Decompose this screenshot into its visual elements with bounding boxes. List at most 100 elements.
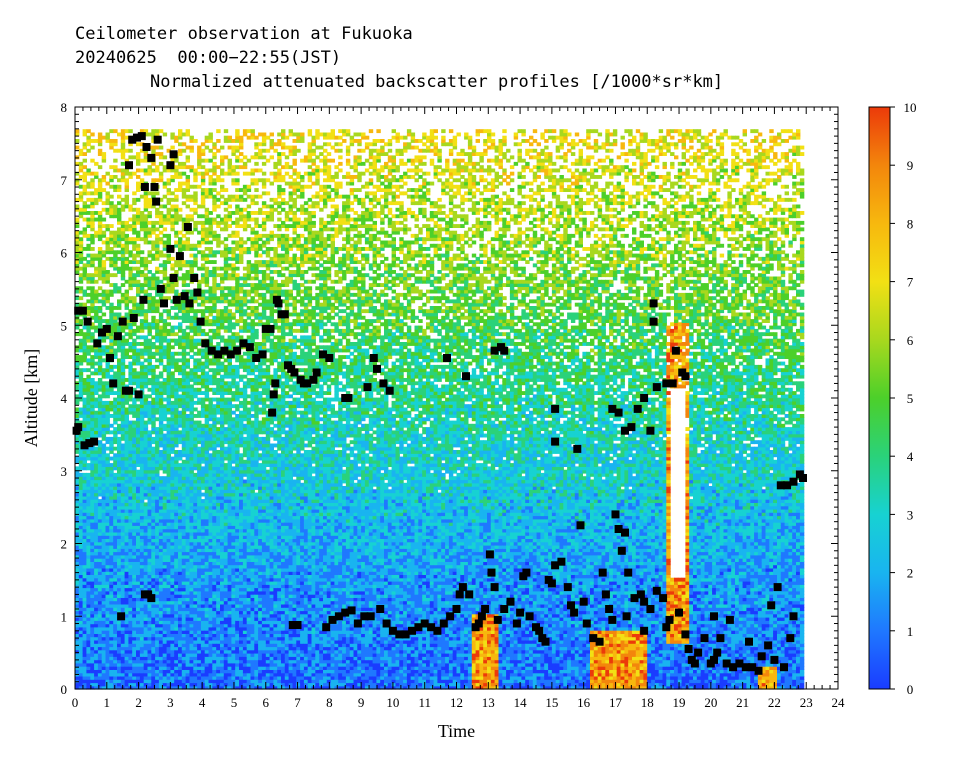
heatmap-cell	[136, 208, 140, 212]
heatmap-cell	[209, 375, 213, 379]
heatmap-cell	[106, 224, 110, 228]
heatmap-cell	[86, 169, 90, 173]
heatmap-cell	[193, 185, 197, 189]
heatmap-cell	[201, 142, 205, 146]
heatmap-cell	[193, 352, 197, 356]
heatmap-cell	[205, 208, 209, 212]
heatmap-cell	[193, 254, 197, 258]
heatmap-cell	[125, 378, 129, 382]
heatmap-cell	[197, 172, 201, 176]
heatmap-cell	[209, 368, 213, 372]
heatmap-cell	[163, 345, 167, 349]
heatmap-cell	[193, 191, 197, 195]
heatmap-cell	[136, 231, 140, 235]
heatmap-cell	[140, 349, 144, 353]
heatmap-cell	[83, 378, 87, 382]
heatmap-cell	[159, 326, 163, 330]
heatmap-cell	[140, 195, 144, 199]
heatmap-cell	[148, 241, 152, 245]
heatmap-cell	[79, 368, 83, 372]
heatmap-cell	[83, 326, 87, 330]
heatmap-cell	[128, 309, 132, 313]
heatmap-cell	[174, 136, 178, 140]
heatmap-cell	[159, 371, 163, 375]
heatmap-cell	[113, 427, 117, 431]
heatmap-cell	[98, 378, 102, 382]
heatmap-cell	[193, 169, 197, 173]
heatmap-cell	[121, 169, 125, 173]
heatmap-cell	[132, 198, 136, 202]
heatmap-cell	[109, 231, 113, 235]
heatmap-cell	[106, 453, 110, 457]
heatmap-cell	[136, 371, 140, 375]
heatmap-cell	[182, 241, 186, 245]
heatmap-cell	[193, 139, 197, 143]
heatmap-cell	[205, 188, 209, 192]
heatmap-cell	[190, 335, 194, 339]
heatmap-cell	[201, 398, 205, 402]
heatmap-cell	[113, 365, 117, 369]
heatmap-cell	[151, 335, 155, 339]
heatmap-cell	[106, 319, 110, 323]
heatmap-cell	[174, 165, 178, 169]
heatmap-cell	[132, 273, 136, 277]
heatmap-cell	[117, 185, 121, 189]
heatmap-cell	[151, 221, 155, 225]
heatmap-cell	[144, 290, 148, 294]
heatmap-cell	[197, 411, 201, 415]
heatmap-cell	[182, 142, 186, 146]
heatmap-cell	[186, 270, 190, 274]
heatmap-cell	[86, 368, 90, 372]
heatmap-cell	[128, 250, 132, 254]
heatmap-cell	[151, 241, 155, 245]
heatmap-cell	[94, 218, 98, 222]
heatmap-cell	[98, 286, 102, 290]
heatmap-cell	[102, 401, 106, 405]
heatmap-cell	[75, 218, 79, 222]
heatmap-cell	[136, 349, 140, 353]
heatmap-cell	[190, 165, 194, 169]
heatmap-cell	[155, 345, 159, 349]
heatmap-cell	[136, 152, 140, 156]
heatmap-cell	[151, 352, 155, 356]
heatmap-cell	[128, 237, 132, 241]
heatmap-cell	[83, 290, 87, 294]
heatmap-cell	[102, 444, 106, 448]
heatmap-cell	[148, 430, 152, 434]
heatmap-cell	[182, 329, 186, 333]
heatmap-cell	[148, 322, 152, 326]
heatmap-cell	[128, 172, 132, 176]
heatmap-cell	[201, 165, 205, 169]
heatmap-cell	[155, 358, 159, 362]
heatmap-cell	[94, 447, 98, 451]
heatmap-cell	[90, 159, 94, 163]
heatmap-cell	[121, 129, 125, 133]
heatmap-cell	[151, 273, 155, 277]
heatmap-cell	[148, 198, 152, 202]
heatmap-cell	[132, 214, 136, 218]
heatmap-cell	[178, 214, 182, 218]
heatmap-cell	[182, 260, 186, 264]
heatmap-cell	[178, 129, 182, 133]
heatmap-cell	[178, 172, 182, 176]
heatmap-cell	[163, 227, 167, 231]
heatmap-cell	[79, 408, 83, 412]
heatmap-cell	[209, 247, 213, 251]
heatmap-cell	[163, 309, 167, 313]
heatmap-cell	[178, 208, 182, 212]
heatmap-cell	[83, 263, 87, 267]
heatmap-cell	[94, 188, 98, 192]
heatmap-cell	[151, 254, 155, 258]
heatmap-cell	[98, 247, 102, 251]
heatmap-cell	[193, 358, 197, 362]
heatmap-cell	[117, 201, 121, 205]
heatmap-cell	[159, 211, 163, 215]
heatmap-cell	[151, 398, 155, 402]
heatmap-cell	[163, 434, 167, 438]
heatmap-cell	[140, 178, 144, 182]
heatmap-cell	[90, 211, 94, 215]
heatmap-cell	[136, 470, 140, 474]
heatmap-cell	[197, 267, 201, 271]
heatmap-cell	[151, 296, 155, 300]
heatmap-cell	[193, 388, 197, 392]
